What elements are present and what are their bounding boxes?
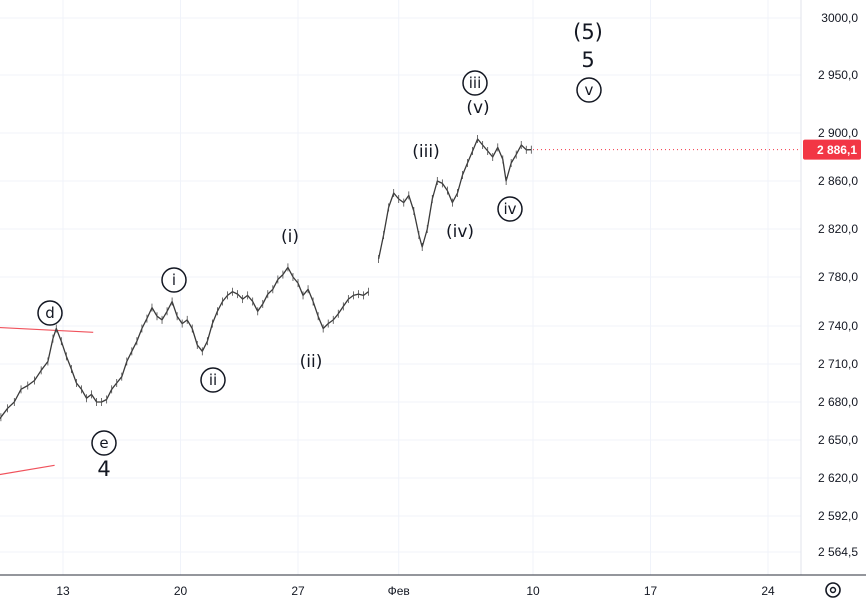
wave-circle: [37, 300, 63, 326]
x-tick-label: 13: [56, 584, 70, 598]
wave-text: i: [172, 271, 176, 289]
wave-text: (ii): [300, 352, 323, 372]
wave-label-i: i: [161, 267, 187, 293]
wave-text: 5: [581, 48, 594, 72]
wave-label-i: (i): [281, 227, 299, 247]
y-tick-label: 2 860,0: [818, 174, 858, 188]
wave-label-iii: (iii): [412, 142, 439, 162]
grid: [0, 0, 801, 575]
wave-label-iv: iv: [497, 196, 523, 222]
wave-text: (v): [466, 98, 489, 118]
last-price-box: [803, 139, 861, 160]
x-tick-label: 24: [761, 584, 775, 598]
wave-text: v: [585, 81, 594, 99]
x-tick-label: 10: [526, 584, 540, 598]
price-line: [377, 138, 532, 260]
y-tick-label: 2 650,0: [818, 433, 858, 447]
price-series: [0, 135, 532, 422]
wave-label-iii: iii: [462, 70, 488, 96]
price-line: [0, 266, 369, 420]
last-price-tag: 2 886,1: [533, 139, 861, 160]
wave-text: 4: [97, 457, 110, 481]
y-tick-label: 2 592,0: [818, 509, 858, 523]
y-tick-label: 3000,0: [821, 11, 858, 25]
y-tick-label: 2 680,0: [818, 395, 858, 409]
y-tick-label: 2 780,0: [818, 270, 858, 284]
y-tick-label: 2 564,5: [818, 545, 858, 559]
wave-circle: [200, 367, 226, 393]
lower-trendline: [0, 464, 55, 476]
wave-label-v: v: [576, 77, 602, 103]
y-tick-label: 2 950,0: [818, 68, 858, 82]
x-tick-label: 20: [174, 584, 188, 598]
wave-label-5: 5: [581, 48, 594, 72]
x-tick-label: 27: [291, 584, 305, 598]
wave-circle: [91, 430, 117, 456]
upper-trendline: [0, 326, 94, 333]
wave-circle: [497, 196, 523, 222]
wave-label-e: e: [91, 430, 117, 456]
y-tick-label: 2 710,0: [818, 357, 858, 371]
y-tick-label: 2 740,0: [818, 319, 858, 333]
last-price-label: 2 886,1: [817, 143, 857, 157]
wave-text: (5): [573, 20, 603, 44]
wave-label-iv: (iv): [446, 222, 474, 242]
x-tick-label: 17: [644, 584, 658, 598]
wave-label-d: d: [37, 300, 63, 326]
wave-text: ii: [209, 371, 217, 389]
gear-icon: [825, 582, 841, 598]
x-tick-label: Фев: [388, 584, 410, 598]
wave-label-ii: ii: [200, 367, 226, 393]
wave-text: iv: [503, 200, 516, 218]
wave-text: (iv): [446, 222, 474, 242]
trendlines: [0, 326, 94, 476]
wave-text: (i): [281, 227, 299, 247]
wave-label-5: (5): [573, 20, 603, 44]
wave-circle: [462, 70, 488, 96]
wave-label-v: (v): [466, 98, 489, 118]
price-axis[interactable]: 3000,0 2 950,0 2 900,0 2 860,0 2 820,0 2 780,…: [818, 11, 858, 559]
settings-button[interactable]: [825, 582, 841, 598]
time-axis[interactable]: 13 20 27 Фев 10 17 24: [56, 584, 775, 598]
y-tick-label: 2 820,0: [818, 222, 858, 236]
wave-text: (iii): [412, 142, 439, 162]
wave-label-4: 4: [97, 457, 110, 481]
wave-circle: [576, 77, 602, 103]
y-tick-label: 2 900,0: [818, 126, 858, 140]
wave-label-ii: (ii): [300, 352, 323, 372]
wave-text: iii: [469, 74, 482, 92]
wave-text: e: [99, 434, 108, 452]
y-tick-label: 2 620,0: [818, 471, 858, 485]
wave-circle: [161, 267, 187, 293]
wave-text: d: [45, 304, 55, 322]
